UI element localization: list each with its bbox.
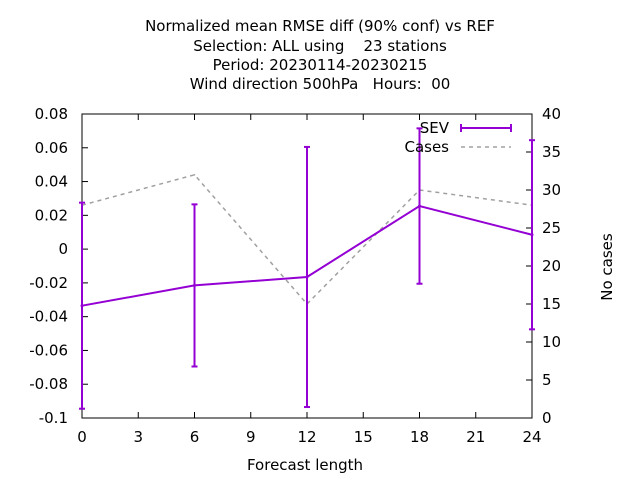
y2-tick-label: 30 — [542, 181, 561, 199]
x-tick-label: 9 — [246, 428, 256, 446]
y-tick-label: -0.06 — [29, 341, 68, 359]
y2-tick-label: 0 — [542, 409, 552, 427]
legend-label-cases: Cases — [404, 138, 449, 156]
title-line-2: Selection: ALL using 23 stations — [193, 37, 447, 55]
y2-tick-label: 10 — [542, 333, 561, 351]
y2-tick-label: 5 — [542, 371, 552, 389]
sev-point — [305, 275, 309, 279]
legend-label-sev: SEV — [420, 119, 450, 137]
y-tick-label: -0.04 — [29, 308, 68, 326]
x-tick-label: 24 — [522, 428, 541, 446]
y-tick-label: 0.02 — [35, 206, 68, 224]
title-line-1: Normalized mean RMSE diff (90% conf) vs … — [145, 17, 495, 35]
cases-point — [193, 174, 196, 176]
x-tick-label: 0 — [77, 428, 87, 446]
y-tick-label: -0.08 — [29, 375, 68, 393]
sev-point — [80, 304, 84, 308]
y2-tick-label: 20 — [542, 257, 561, 275]
sev-point — [418, 204, 421, 208]
x-axis-label: Forecast length — [247, 456, 363, 474]
y2-tick-label: 40 — [542, 105, 561, 123]
y2-tick-label: 35 — [542, 143, 561, 161]
axes: 0 3 6 9 12 15 18 21 24 -0.1 -0.08 -0.06 -0.04 -0.02 0 0… — [29, 105, 561, 446]
sev-point — [193, 283, 196, 287]
y-tick-label: -0.1 — [39, 409, 68, 427]
x-tick-label: 18 — [410, 428, 429, 446]
x-tick-label: 12 — [297, 428, 316, 446]
y-tick-label: 0 — [58, 240, 68, 258]
y2-tick-label: 25 — [542, 219, 561, 237]
y-tick-label: -0.02 — [29, 274, 68, 292]
sev-series — [79, 127, 535, 410]
y2-axis-label: No cases — [598, 233, 616, 301]
x-tick-label: 21 — [466, 428, 485, 446]
y-tick-label: 0.08 — [35, 105, 68, 123]
title-line-4: Wind direction 500hPa Hours: 00 — [189, 75, 451, 93]
y2-tick-label: 15 — [542, 295, 561, 313]
x-tick-label: 15 — [354, 428, 373, 446]
title-line-3: Period: 20230114-20230215 — [212, 56, 428, 74]
x-tick-label: 6 — [190, 428, 200, 446]
x-tick-label: 3 — [133, 428, 143, 446]
y-tick-label: 0.06 — [35, 139, 68, 157]
y-tick-label: 0.04 — [35, 173, 68, 191]
sev-point — [530, 233, 534, 237]
